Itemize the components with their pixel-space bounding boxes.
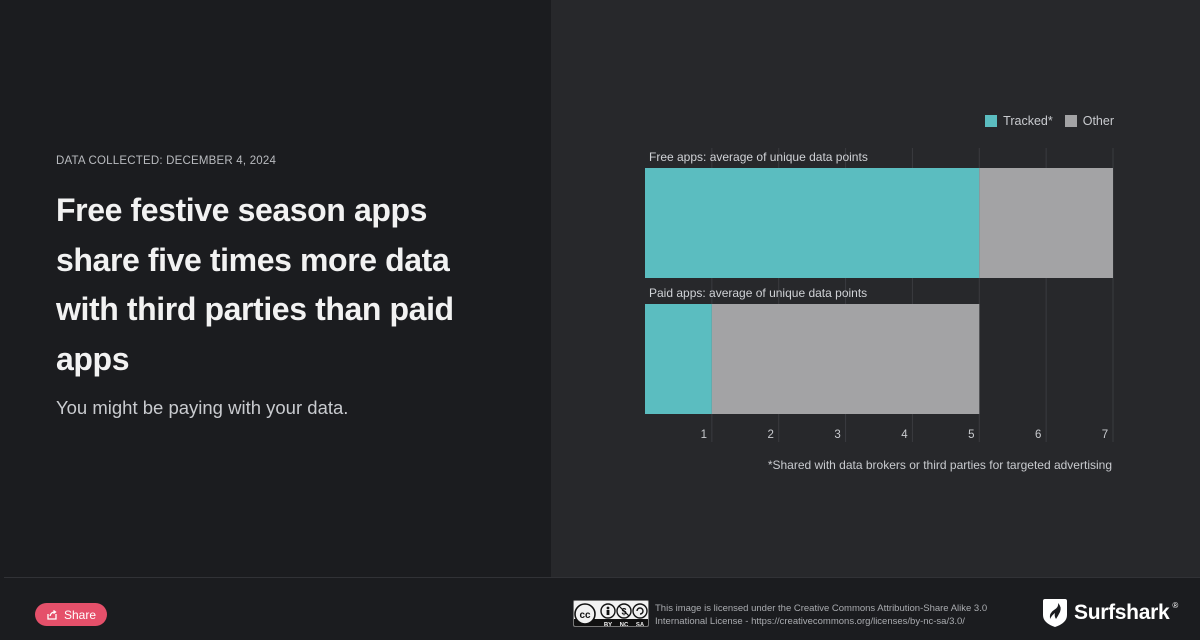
- share-button-label: Share: [63, 607, 97, 622]
- share-icon: [47, 609, 57, 620]
- share-button[interactable]: Share: [35, 603, 107, 626]
- bar-free-tracked: [645, 168, 980, 278]
- cc-icon: [574, 603, 596, 625]
- legend-label-other: Other: [1082, 114, 1114, 128]
- x-tick-label: 2: [768, 429, 774, 441]
- chart-footnote: *Shared with data brokers or third parti…: [767, 458, 1112, 472]
- legend-swatch-tracked: [985, 115, 998, 127]
- bar-free-other: [979, 168, 1113, 278]
- registered-mark: ®: [1172, 600, 1179, 610]
- cc-nc-label: NC: [620, 623, 629, 628]
- x-tick-label: 4: [901, 429, 908, 441]
- category-label: Paid apps: average of unique data points: [649, 286, 867, 300]
- category-label: Free apps: average of unique data points: [649, 150, 868, 164]
- legend-item-tracked: Tracked*: [985, 114, 1053, 128]
- x-tick-label: 6: [1035, 429, 1041, 441]
- chart-panel: [551, 0, 1200, 577]
- x-tick-label: 1: [701, 429, 707, 441]
- stacked-bar-chart: Free apps: average of unique data points…: [645, 148, 1114, 442]
- x-tick-label: 7: [1102, 429, 1108, 441]
- chart-legend: Tracked* Other: [973, 114, 1114, 128]
- brand-logo[interactable]: Surfshark ®: [1042, 598, 1178, 628]
- bar-paid-other: [711, 304, 980, 414]
- x-tick-label: 3: [834, 429, 840, 441]
- svg-text:cc: cc: [579, 610, 591, 621]
- legend-swatch-other: [1064, 115, 1077, 127]
- cc-by-label: BY: [604, 623, 612, 628]
- legend-item-other: Other: [1064, 114, 1114, 128]
- cc-license-icon: cc $ BY NC SA: [574, 601, 648, 628]
- brand-name: Surfshark: [1074, 601, 1170, 624]
- bar-paid-tracked: [645, 304, 712, 414]
- license-text: This image is licensed under the Creativ…: [655, 603, 988, 627]
- legend-label-tracked: Tracked*: [1003, 114, 1053, 128]
- sa-icon: [632, 603, 648, 619]
- creative-commons-badge[interactable]: cc $ BY NC SA: [573, 600, 649, 627]
- text-panel: [4, 0, 551, 577]
- subheadline: You might be paying with your data.: [56, 397, 349, 418]
- x-tick-label: 5: [968, 429, 974, 441]
- data-collected-label: DATA COLLECTED: DECEMBER 4, 2024: [56, 155, 277, 167]
- cc-sa-label: SA: [636, 623, 645, 628]
- surfshark-logo-icon: [1043, 599, 1067, 627]
- headline: Free festive season apps share five time…: [56, 192, 454, 377]
